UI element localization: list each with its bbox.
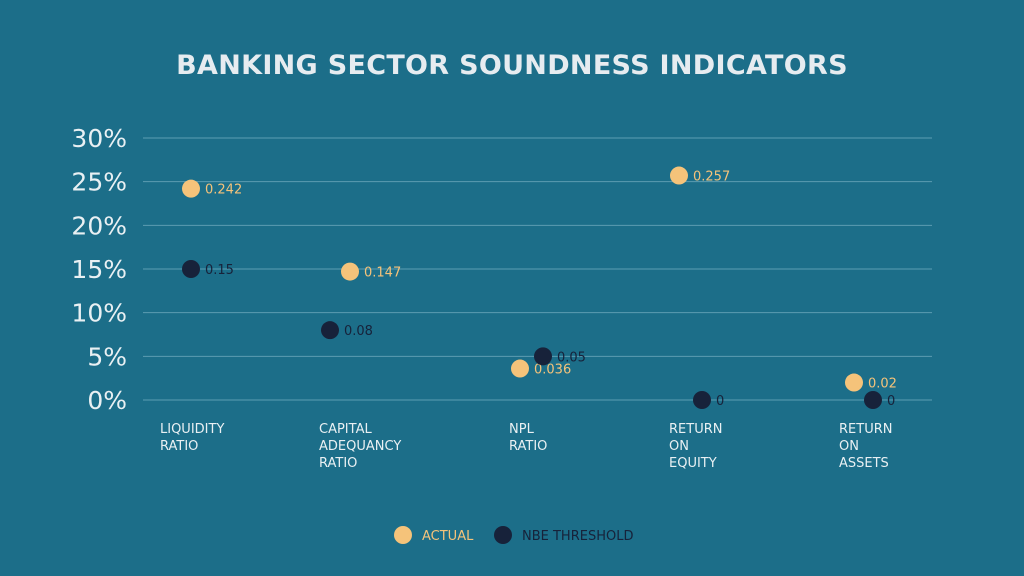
actual-data-label: 0.257: [693, 170, 730, 185]
actual-point: [511, 359, 529, 378]
legend-threshold-label: NBE THRESHOLD: [522, 529, 633, 544]
category-label: RETURN: [669, 422, 722, 437]
category-label: ASSETS: [839, 456, 889, 471]
y-tick-label: 5%: [87, 342, 127, 371]
category-label: ADEQUANCY: [319, 439, 401, 454]
y-tick-label: 20%: [71, 211, 127, 240]
y-tick-label: 10%: [71, 299, 127, 328]
legend-actual-marker: [394, 526, 412, 544]
category-label: EQUITY: [669, 456, 717, 471]
y-tick-label: 30%: [71, 124, 127, 153]
threshold-point: [182, 260, 200, 278]
category-label: NPL: [509, 422, 535, 437]
actual-point: [341, 262, 359, 281]
actual-point: [182, 179, 200, 198]
category-label: RATIO: [319, 456, 357, 471]
threshold-data-label: 0: [887, 394, 895, 409]
actual-data-label: 0.02: [868, 377, 897, 392]
threshold-point: [693, 391, 711, 409]
category-label: CAPITAL: [319, 422, 372, 437]
actual-data-label: 0.242: [205, 183, 242, 198]
threshold-data-label: 0.05: [557, 350, 586, 365]
category-label: ON: [669, 439, 689, 454]
category-label: RETURN: [839, 422, 892, 437]
threshold-data-label: 0: [716, 394, 724, 409]
actual-point: [670, 166, 688, 185]
threshold-point: [534, 347, 552, 366]
y-tick-label: 15%: [71, 255, 127, 284]
threshold-data-label: 0.15: [205, 263, 234, 278]
threshold-point: [321, 321, 339, 340]
threshold-point: [864, 391, 882, 409]
category-label: LIQUIDITY: [160, 422, 224, 437]
category-label: RATIO: [160, 439, 198, 454]
actual-data-label: 0.147: [364, 266, 401, 281]
chart-title: BANKING SECTOR SOUNDNESS INDICATORS: [176, 50, 848, 81]
category-label: RATIO: [509, 439, 547, 454]
y-tick-label: 0%: [87, 386, 127, 415]
legend-actual-label: ACTUAL: [422, 529, 474, 544]
threshold-data-label: 0.08: [344, 324, 373, 339]
y-tick-label: 25%: [71, 168, 127, 197]
legend-threshold-marker: [494, 526, 512, 544]
actual-point: [845, 373, 863, 392]
category-label: ON: [839, 439, 859, 454]
actual-data-label: 0.036: [534, 363, 571, 378]
